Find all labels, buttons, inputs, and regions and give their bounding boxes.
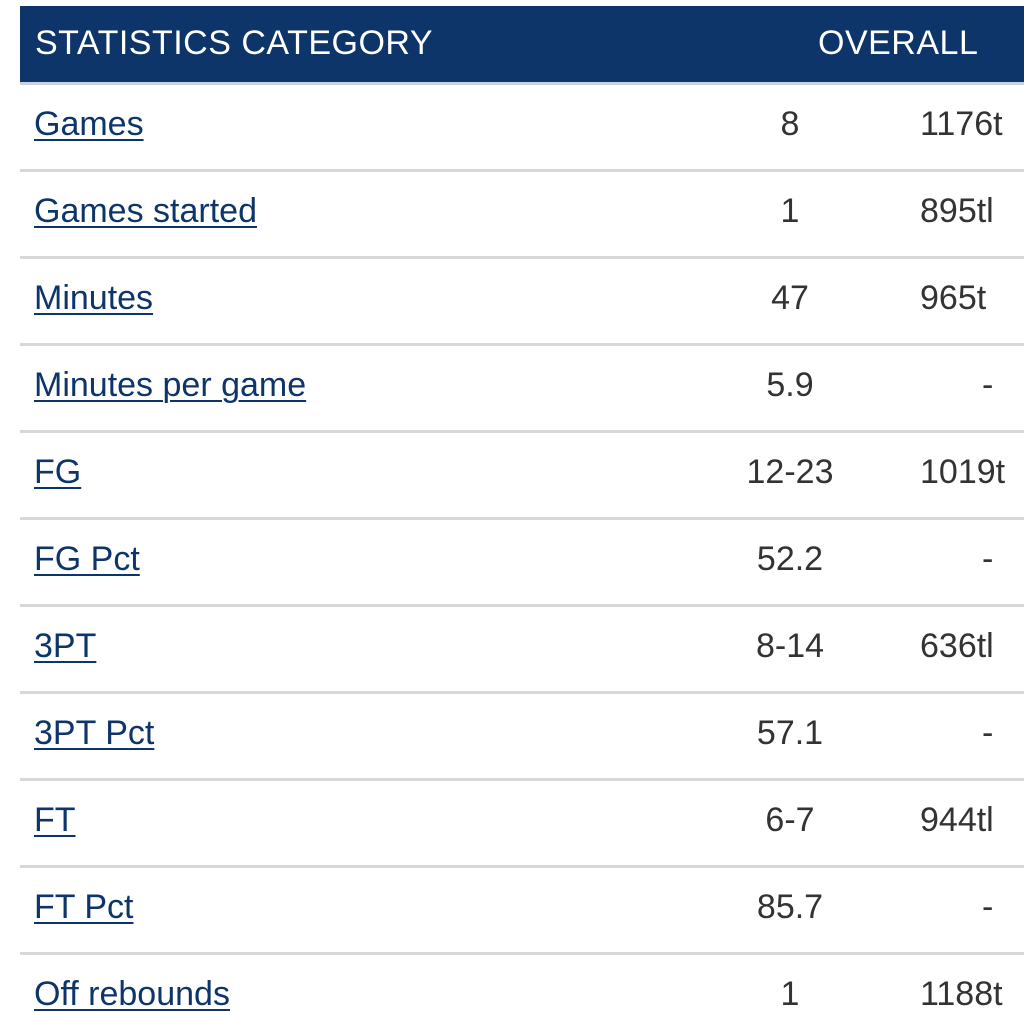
stat-rank: 965t <box>920 279 987 317</box>
stat-link-minutes[interactable]: Minutes <box>34 279 154 317</box>
stat-value: 5.9 <box>766 366 814 404</box>
column-header-category: STATISTICS CATEGORY <box>35 24 434 62</box>
stat-value: 8 <box>780 105 800 143</box>
table-row: FG 12-23 1019t <box>20 433 1024 520</box>
stat-rank: 636tl <box>920 627 994 665</box>
table-row: FG Pct 52.2 - <box>20 520 1024 607</box>
stat-value: 1 <box>780 975 800 1012</box>
stat-link-3pt[interactable]: 3PT <box>34 627 97 665</box>
stat-rank: 895tl <box>920 192 994 230</box>
stat-rank: 1176t <box>920 105 1003 143</box>
table-row: Games 8 1176t <box>20 85 1024 172</box>
stat-link-fg[interactable]: FG <box>34 453 82 491</box>
stat-link-ft-pct[interactable]: FT Pct <box>34 888 134 926</box>
stat-link-ft[interactable]: FT <box>34 801 76 839</box>
stat-link-3pt-pct[interactable]: 3PT Pct <box>34 714 155 752</box>
stat-link-minutes-per-game[interactable]: Minutes per game <box>34 366 307 404</box>
table-row: Off rebounds 1 1188t <box>20 955 1024 1012</box>
stat-rank: 1019t <box>920 453 1006 491</box>
stat-value: 85.7 <box>756 888 824 926</box>
stat-value: 8-14 <box>755 627 825 665</box>
stat-link-games[interactable]: Games <box>34 105 144 143</box>
table-row: Minutes 47 965t <box>20 259 1024 346</box>
table-row: 3PT Pct 57.1 - <box>20 694 1024 781</box>
stat-rank: 1188t <box>920 975 1003 1012</box>
stat-rank: - <box>982 888 994 926</box>
stat-value: 6-7 <box>765 801 815 839</box>
stat-link-games-started[interactable]: Games started <box>34 192 257 230</box>
stat-link-off-rebounds[interactable]: Off rebounds <box>34 975 230 1012</box>
stat-link-fg-pct[interactable]: FG Pct <box>34 540 140 578</box>
table-row: Games started 1 895tl <box>20 172 1024 259</box>
stats-table-header: STATISTICS CATEGORY OVERALL <box>20 6 1024 85</box>
stat-value: 57.1 <box>756 714 824 752</box>
stat-rank: - <box>982 714 994 752</box>
stat-value: 52.2 <box>756 540 824 578</box>
stat-value: 1 <box>780 192 800 230</box>
table-row: FT Pct 85.7 - <box>20 868 1024 955</box>
stats-table-body: Games 8 1176t Games started 1 895tl Minu… <box>20 85 1024 1012</box>
table-row: Minutes per game 5.9 - <box>20 346 1024 433</box>
column-header-overall: OVERALL <box>818 24 979 62</box>
stat-rank: - <box>982 366 994 404</box>
table-row: FT 6-7 944tl <box>20 781 1024 868</box>
stat-rank: 944tl <box>920 801 994 839</box>
table-row: 3PT 8-14 636tl <box>20 607 1024 694</box>
stat-value: 47 <box>771 279 809 317</box>
stat-value: 12-23 <box>746 453 834 491</box>
stat-rank: - <box>982 540 994 578</box>
